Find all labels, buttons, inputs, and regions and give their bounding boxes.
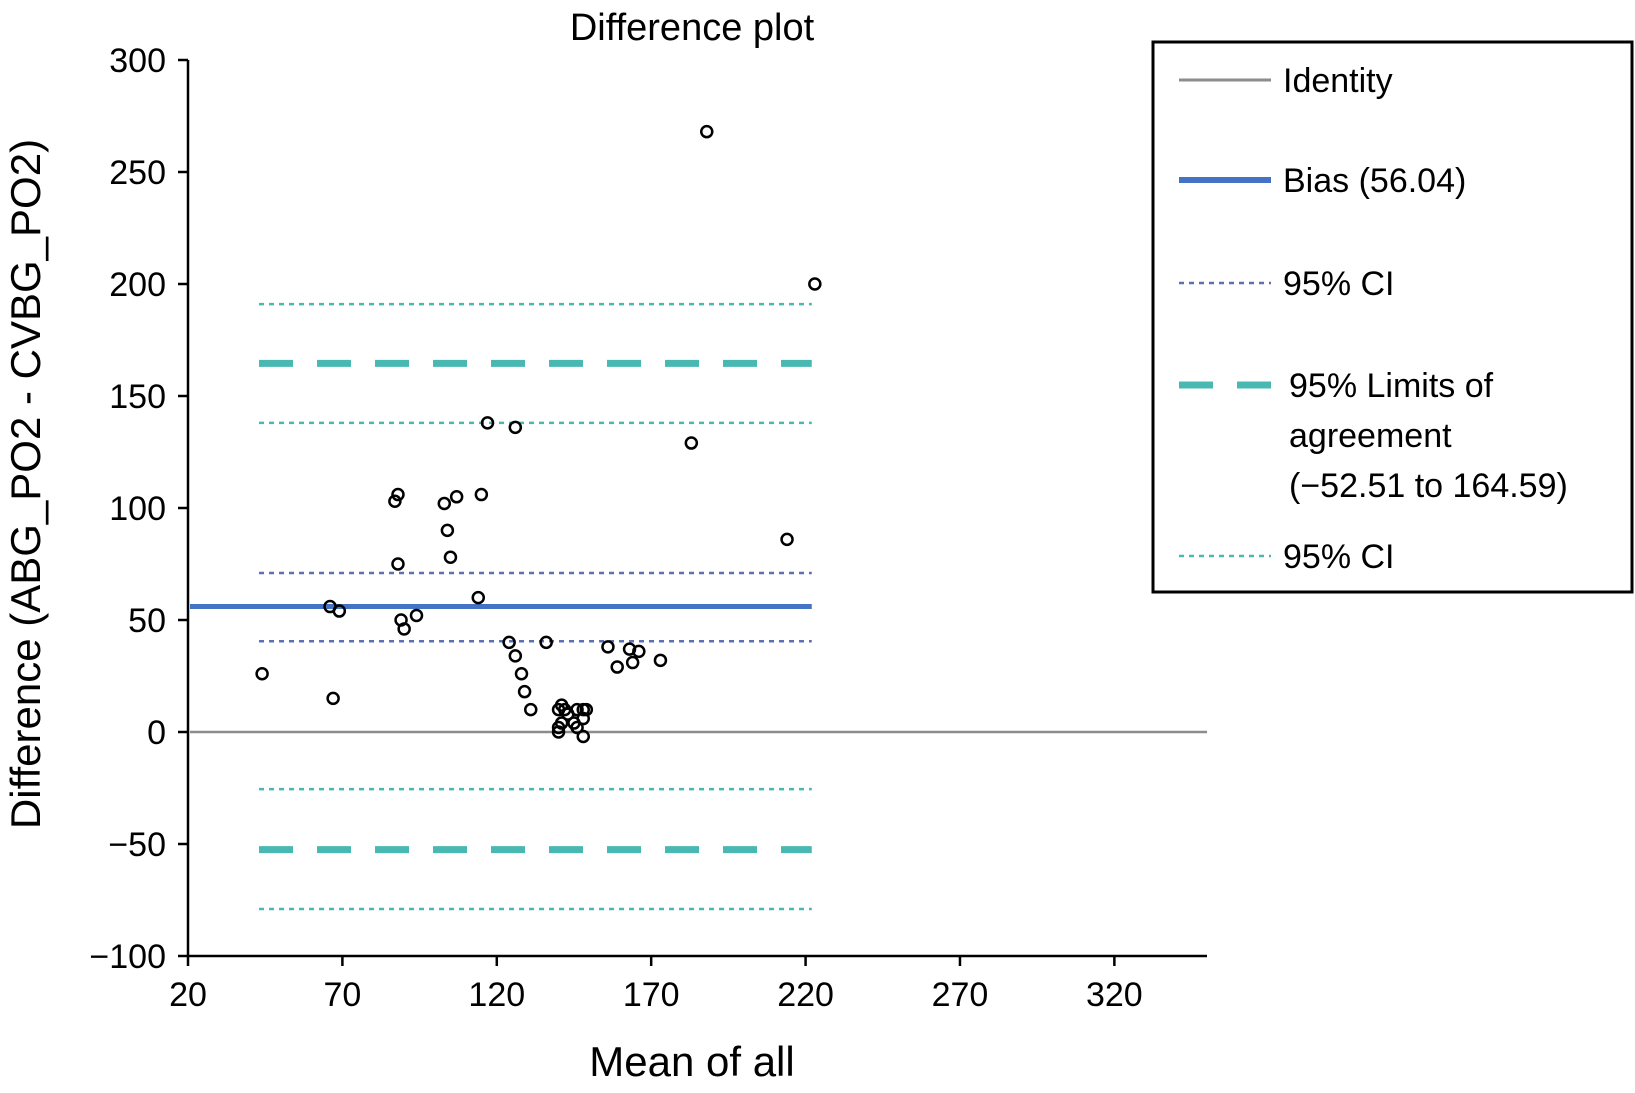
data-point <box>480 416 495 430</box>
x-tick-label: 270 <box>932 976 989 1014</box>
y-tick-label: 50 <box>128 602 166 640</box>
data-point <box>610 660 624 674</box>
data-point <box>700 124 714 139</box>
data-point <box>653 653 668 668</box>
data-point <box>625 655 640 670</box>
y-tick-label: 200 <box>109 266 166 304</box>
x-tick-label: 120 <box>468 976 525 1014</box>
legend-label: Identity <box>1283 62 1393 100</box>
data-point <box>808 277 822 291</box>
data-point <box>554 716 569 730</box>
legend: Identity Bias (56.04) 95% CI 95% Limits of a… <box>1151 40 1634 594</box>
data-point <box>576 729 590 744</box>
x-tick-label: 320 <box>1086 976 1143 1014</box>
data-point <box>388 494 402 509</box>
x-tick-label: 20 <box>169 976 207 1014</box>
data-point <box>474 487 489 502</box>
data-point <box>391 557 405 571</box>
data-point <box>517 684 532 699</box>
data-point <box>508 649 523 663</box>
data-point <box>440 523 455 538</box>
data-point <box>508 420 523 435</box>
data-point <box>684 436 699 450</box>
data-point <box>570 702 584 717</box>
reference-lines-layer <box>190 302 1207 911</box>
data-point <box>502 635 516 650</box>
data-point <box>443 550 458 565</box>
legend-label: (−52.51 to 164.59) <box>1289 467 1568 505</box>
legend-label: Bias (56.04) <box>1283 162 1466 200</box>
x-tick-label: 70 <box>323 976 361 1014</box>
data-points-layer <box>255 124 822 744</box>
data-point <box>397 622 411 636</box>
data-point <box>449 490 464 504</box>
data-point <box>255 667 269 681</box>
x-tick-label: 170 <box>623 976 680 1014</box>
data-point <box>332 604 347 618</box>
data-point <box>437 496 452 511</box>
y-tick-label: 0 <box>147 714 166 752</box>
data-point <box>471 590 486 605</box>
data-point <box>780 532 794 547</box>
data-point <box>539 635 553 650</box>
labels-layer: Difference plot Mean of all Difference (… <box>2 7 815 1085</box>
data-point <box>514 667 529 681</box>
data-point <box>601 640 615 654</box>
legend-box <box>1151 40 1634 594</box>
data-point <box>632 644 646 659</box>
data-point <box>579 702 594 717</box>
legend-label: agreement <box>1289 417 1452 455</box>
data-point <box>409 608 424 623</box>
x-tick-label: 220 <box>777 976 834 1014</box>
y-tick-label: 100 <box>109 490 166 528</box>
data-point <box>524 702 538 717</box>
y-tick-label: 150 <box>109 378 166 416</box>
chart-title: Difference plot <box>570 7 815 49</box>
y-tick-label: 250 <box>109 154 166 192</box>
legend-label: 95% Limits of <box>1289 367 1494 405</box>
x-axis-title: Mean of all <box>589 1038 794 1085</box>
legend-label: 95% CI <box>1283 265 1395 303</box>
y-tick-label: 300 <box>109 42 166 80</box>
data-point <box>391 487 405 502</box>
y-tick-label: −100 <box>89 938 166 976</box>
y-tick-label: −50 <box>108 826 166 864</box>
y-axis-title: Difference (ABG_PO2 - CVBG_PO2) <box>2 139 49 829</box>
legend-label: 95% CI <box>1283 538 1395 576</box>
data-point <box>326 691 340 706</box>
data-point <box>570 720 584 735</box>
